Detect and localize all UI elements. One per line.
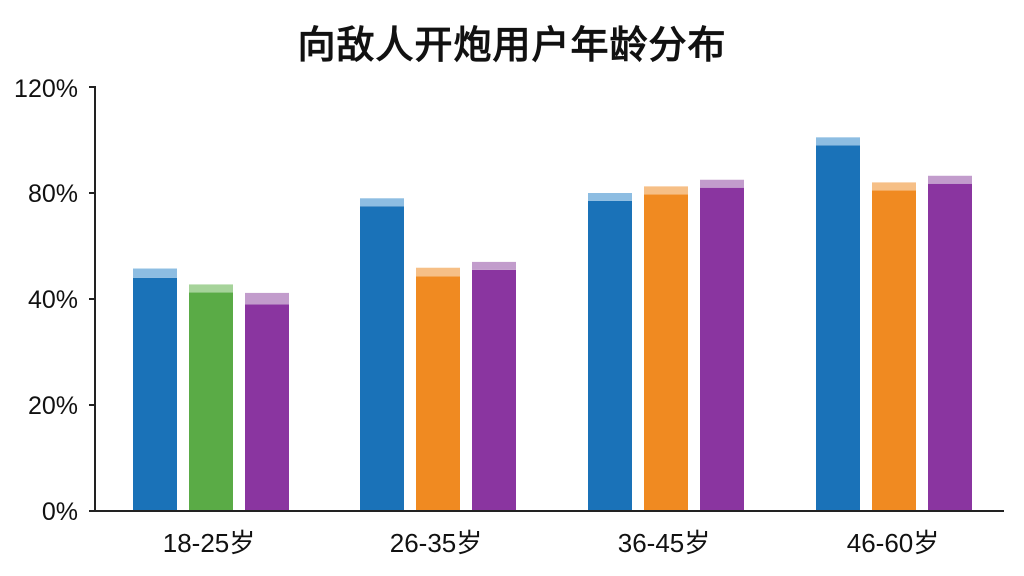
bar — [416, 276, 460, 511]
x-category-label: 18-25岁 — [163, 528, 256, 558]
chart-title: 向敌人开炮用户年龄分布 — [297, 23, 727, 67]
y-tick-label: 80% — [28, 180, 78, 208]
y-tick-label: 20% — [28, 392, 78, 420]
bar — [133, 277, 177, 511]
bar — [472, 269, 516, 511]
bar — [816, 145, 860, 512]
y-tick-label: 0% — [42, 498, 78, 526]
ticks-layer — [89, 86, 95, 512]
x-category-label: 36-45岁 — [618, 528, 711, 558]
x-category-label: 46-60岁 — [847, 528, 940, 558]
bars-layer — [133, 137, 972, 512]
bar-cap — [189, 284, 233, 293]
bar — [360, 206, 404, 511]
bar-cap — [472, 261, 516, 270]
bar — [872, 190, 916, 511]
bar — [245, 304, 289, 511]
bar — [644, 194, 688, 511]
bar-cap — [928, 175, 972, 184]
y-tick-label: 40% — [28, 286, 78, 314]
bar — [189, 292, 233, 511]
bar-cap — [872, 182, 916, 191]
bar-cap — [360, 198, 404, 207]
bar-cap — [133, 268, 177, 278]
bar-cap — [644, 186, 688, 195]
bar-cap — [416, 267, 460, 277]
bar — [588, 200, 632, 511]
y-tick-label: 120% — [14, 75, 78, 103]
x-category-label: 26-35岁 — [390, 528, 483, 558]
bar — [928, 183, 972, 511]
bar-cap — [816, 137, 860, 146]
bar-cap — [588, 193, 632, 201]
bar-cap — [700, 179, 744, 188]
bar — [700, 187, 744, 511]
bar-cap — [245, 292, 289, 305]
